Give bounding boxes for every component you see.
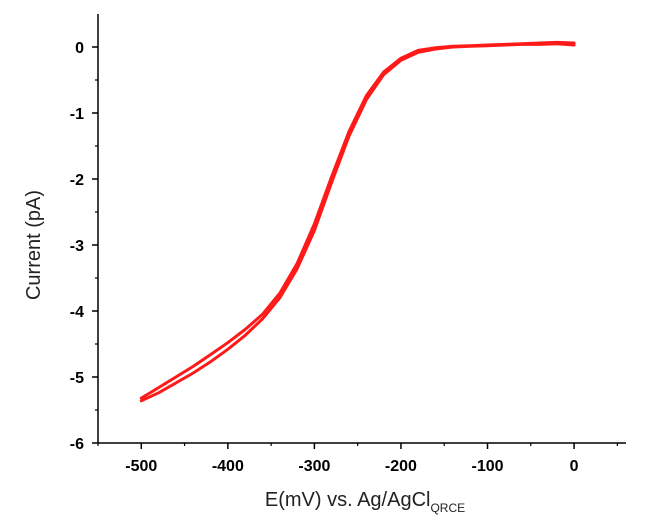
x-tick-label: -100 xyxy=(471,458,503,475)
x-tick-label: -200 xyxy=(385,458,417,475)
series-reverse-line xyxy=(139,40,576,400)
series-forward-line xyxy=(139,42,576,403)
axes: 0 -1 -2 -3 -4 -5 -6 -500 -400 -300 -200 -100 0 xyxy=(70,14,626,475)
x-axis-title: E(mV) vs. Ag/AgClQRCE xyxy=(265,489,465,515)
y-tick-label: -3 xyxy=(70,238,84,255)
x-tick-label: -400 xyxy=(212,458,244,475)
y-tick-label: -6 xyxy=(70,436,84,453)
y-tick-label: -5 xyxy=(70,370,84,387)
plot-area xyxy=(139,40,576,403)
y-tick-label: -1 xyxy=(70,106,84,123)
x-tick-label: 0 xyxy=(570,458,579,475)
y-tick-label: -2 xyxy=(70,172,84,189)
x-axis-title-subscript: QRCE xyxy=(430,501,465,515)
x-tick-label: -300 xyxy=(298,458,330,475)
y-axis-title: Current (pA) xyxy=(23,190,45,300)
x-axis-title-main: E(mV) vs. Ag/AgCl xyxy=(265,489,431,511)
y-tick-label: 0 xyxy=(75,40,84,57)
x-tick-label: -500 xyxy=(125,458,157,475)
y-tick-label: -4 xyxy=(70,304,84,321)
